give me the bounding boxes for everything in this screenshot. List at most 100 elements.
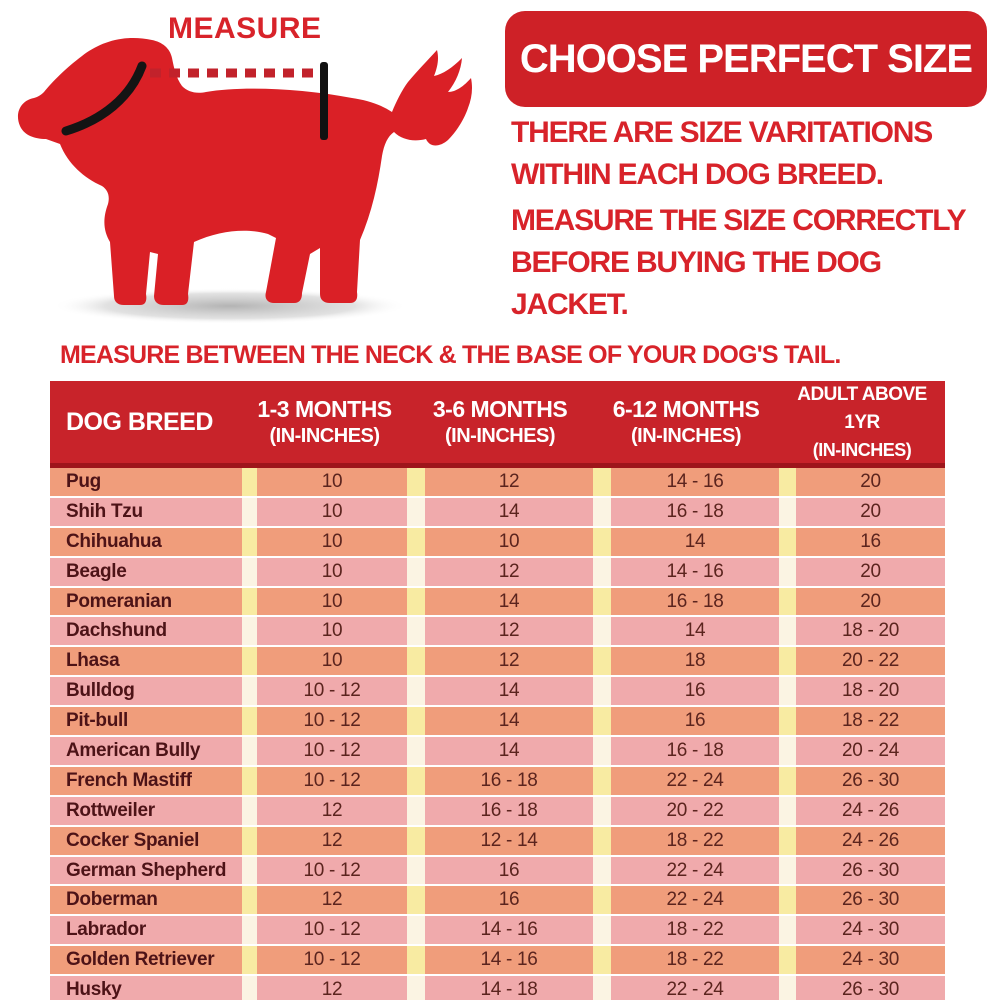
tail-base-marker <box>320 62 328 140</box>
column-separator <box>242 824 257 856</box>
size-cell: 12 <box>425 555 594 587</box>
breed-cell: German Shepherd <box>50 854 242 886</box>
column-separator <box>779 824 797 856</box>
size-cell: 12 <box>425 465 594 497</box>
table-row: Lhasa 10 12 18 20 - 22 <box>50 645 946 677</box>
column-separator <box>779 465 797 497</box>
size-cell: 20 - 24 <box>796 735 946 766</box>
table-header-row: DOG BREED 1-3 MONTHS (IN-INCHES) 3-6 MON… <box>50 381 946 468</box>
size-chart-table: DOG BREED 1-3 MONTHS (IN-INCHES) 3-6 MON… <box>50 381 946 1000</box>
column-separator <box>242 675 257 707</box>
size-cell: 24 - 26 <box>796 794 946 826</box>
column-separator <box>593 675 612 707</box>
size-cell: 14 <box>611 615 780 647</box>
size-cell: 14 - 16 <box>425 944 594 976</box>
breed-cell: French Mastiff <box>50 764 242 796</box>
size-table-body: Pug 10 12 14 - 16 20 Shih Tzu 10 14 16 - 18 20 Chi… <box>50 465 946 1000</box>
column-separator <box>242 645 257 677</box>
size-cell: 26 - 30 <box>796 764 946 796</box>
size-cell: 12 <box>257 794 408 826</box>
table-row: Husky 12 14 - 18 22 - 24 26 - 30 <box>50 974 946 1000</box>
collar-icon <box>61 61 147 136</box>
column-separator <box>242 555 257 587</box>
size-cell: 14 - 16 <box>425 914 594 946</box>
size-cell: 10 <box>257 555 408 587</box>
size-cell: 22 - 24 <box>611 854 780 886</box>
column-separator <box>779 495 797 527</box>
size-cell: 14 - 16 <box>611 465 780 497</box>
size-cell: 20 - 22 <box>796 645 946 677</box>
size-cell: 20 <box>796 555 946 587</box>
measure-correctly-note: MEASURE THE SIZE CORRECTLY BEFORE BUYING… <box>511 200 996 326</box>
size-cell: 26 - 30 <box>796 854 946 886</box>
size-cell: 20 <box>796 465 946 497</box>
size-cell: 12 <box>257 884 408 916</box>
header-dog-breed: DOG BREED <box>50 381 242 468</box>
size-cell: 16 <box>796 525 946 557</box>
size-cell: 10 <box>425 525 594 557</box>
table-row: Pomeranian 10 14 16 - 18 20 <box>50 585 946 617</box>
table-row: Labrador 10 - 12 14 - 16 18 - 22 24 - 30 <box>50 914 946 946</box>
column-separator <box>779 794 797 826</box>
size-cell: 12 - 14 <box>425 824 594 856</box>
size-cell: 20 - 22 <box>611 794 780 826</box>
column-separator <box>242 884 257 916</box>
column-separator <box>242 705 257 737</box>
size-cell: 26 - 30 <box>796 974 946 1000</box>
breed-cell: Cocker Spaniel <box>50 824 242 856</box>
column-separator <box>593 974 612 1000</box>
measure-label: MEASURE <box>168 12 322 45</box>
badge-title: CHOOSE PERFECT SIZE <box>519 36 973 81</box>
size-cell: 14 - 18 <box>425 974 594 1000</box>
header-3-6-months: 3-6 MONTHS (IN-INCHES) <box>407 381 594 468</box>
note-line: MEASURE THE SIZE CORRECTLY <box>511 204 967 237</box>
table-row: Dachshund 10 12 14 18 - 20 <box>50 615 946 647</box>
header-6-12-months: 6-12 MONTHS (IN-INCHES) <box>593 381 780 468</box>
size-cell: 16 - 18 <box>425 764 594 796</box>
size-cell: 14 <box>425 675 594 707</box>
size-cell: 18 - 20 <box>796 615 946 647</box>
size-cell: 16 <box>425 884 594 916</box>
size-cell: 10 <box>257 615 408 647</box>
column-separator <box>407 525 426 557</box>
size-cell: 14 - 16 <box>611 555 780 587</box>
size-cell: 10 - 12 <box>257 705 408 737</box>
column-separator <box>242 525 257 557</box>
column-separator <box>407 824 426 856</box>
column-separator <box>242 914 257 946</box>
size-cell: 10 <box>257 495 408 527</box>
size-cell: 10 <box>257 645 408 677</box>
column-separator <box>779 914 797 946</box>
table-row: Cocker Spaniel 12 12 - 14 18 - 22 24 - 26 <box>50 824 946 856</box>
column-separator <box>593 854 612 886</box>
breed-cell: Rottweiler <box>50 794 242 826</box>
column-separator <box>779 944 797 976</box>
breed-cell: American Bully <box>50 735 242 766</box>
size-cell: 14 <box>425 585 594 617</box>
size-cell: 16 <box>611 675 780 707</box>
table-row: Doberman 12 16 22 - 24 26 - 30 <box>50 884 946 916</box>
size-cell: 16 <box>611 705 780 737</box>
breed-cell: Pit-bull <box>50 705 242 737</box>
column-separator <box>593 645 612 677</box>
size-variation-note: THERE ARE SIZE VARITATIONS WITHIN EACH D… <box>511 112 996 196</box>
column-separator <box>593 525 612 557</box>
size-cell: 18 - 22 <box>611 824 780 856</box>
breed-cell: Dachshund <box>50 615 242 647</box>
column-separator <box>593 585 612 617</box>
column-separator <box>407 705 426 737</box>
size-cell: 16 - 18 <box>425 794 594 826</box>
size-cell: 10 - 12 <box>257 944 408 976</box>
size-cell: 20 <box>796 495 946 527</box>
column-separator <box>779 675 797 707</box>
note-line: WITHIN EACH DOG BREED. <box>511 158 884 191</box>
column-separator <box>779 735 797 766</box>
column-separator <box>407 585 426 617</box>
column-separator <box>407 555 426 587</box>
column-separator <box>593 884 612 916</box>
size-cell: 18 - 22 <box>796 705 946 737</box>
table-row: Bulldog 10 - 12 14 16 18 - 20 <box>50 675 946 707</box>
size-cell: 18 - 22 <box>611 944 780 976</box>
breed-cell: Bulldog <box>50 675 242 707</box>
